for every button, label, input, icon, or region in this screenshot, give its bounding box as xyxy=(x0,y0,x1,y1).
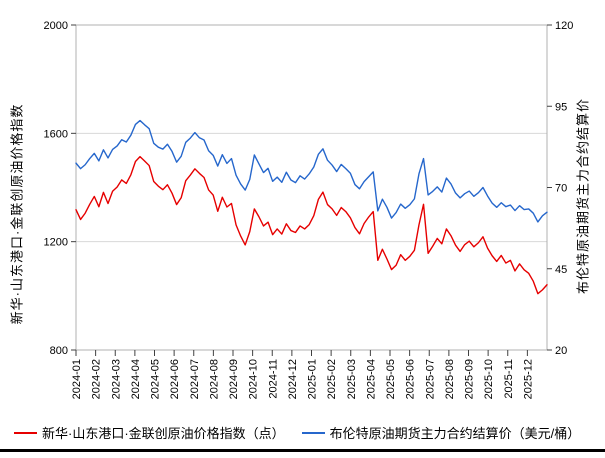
x-tick-label: 2025-04 xyxy=(365,359,377,399)
blue-line-swatch-icon xyxy=(301,431,325,434)
x-tick-label: 2024-11 xyxy=(267,359,279,399)
x-tick-label: 2025-05 xyxy=(385,359,397,399)
right-axis-title: 布伦特原油期货主力合约结算价 xyxy=(575,97,591,295)
x-tick-label: 2024-01 xyxy=(71,359,83,399)
x-tick-label: 2025-11 xyxy=(503,359,515,399)
plot-frame xyxy=(75,24,548,351)
x-tick-label: 2025-09 xyxy=(464,359,476,399)
legend-item-brent: 布伦特原油期货主力合约结算价（美元/桶） xyxy=(301,423,581,442)
x-tick-label: 2025-03 xyxy=(346,359,358,399)
x-tick-label: 2024-12 xyxy=(287,359,299,399)
x-tick-label: 2024-03 xyxy=(110,359,122,399)
red-line-swatch-icon xyxy=(14,431,37,434)
x-tick-label: 2024-04 xyxy=(130,359,142,399)
legend-label-brent: 布伦特原油期货主力合约结算价（美元/桶） xyxy=(329,426,581,441)
x-tick-label: 2025-08 xyxy=(444,359,456,399)
x-tick-label: 2024-02 xyxy=(91,359,103,399)
x-tick-label: 2024-06 xyxy=(169,359,181,399)
x-tick-label: 2025-12 xyxy=(522,359,534,399)
brent-series-line xyxy=(75,119,548,223)
right-tick-label: 70 xyxy=(555,183,567,195)
x-tick-label: 2024-10 xyxy=(248,359,260,399)
x-tick-label: 2025-02 xyxy=(326,359,338,399)
legend-item-index: 新华·山东港口·金联创原油价格指数（点） xyxy=(14,423,285,442)
index-series-line xyxy=(75,155,548,295)
legend-label-index: 新华·山东港口·金联创原油价格指数（点） xyxy=(42,426,285,441)
right-tick-label: 20 xyxy=(555,345,567,357)
x-tick-label: 2025-06 xyxy=(405,359,417,399)
x-tick-label: 2024-07 xyxy=(189,359,201,399)
x-tick-label: 2024-08 xyxy=(208,359,220,399)
x-tick-label: 2024-09 xyxy=(228,359,240,399)
x-tick-label: 2025-10 xyxy=(483,359,495,399)
right-tick-label: 95 xyxy=(555,101,567,113)
bottom-divider xyxy=(0,449,605,452)
x-tick-label: 2025-07 xyxy=(424,359,436,399)
right-tick-label: 45 xyxy=(555,264,567,276)
left-tick-label: 2000 xyxy=(44,20,68,32)
right-tick-label: 120 xyxy=(555,20,573,32)
left-axis-title: 新华·山东港口·金联创原油价格指数 xyxy=(9,103,25,325)
legend: 新华·山东港口·金联创原油价格指数（点） 布伦特原油期货主力合约结算价（美元/桶… xyxy=(14,423,580,442)
left-tick-label: 1600 xyxy=(44,128,68,140)
x-tick-label: 2025-01 xyxy=(307,359,319,399)
left-tick-label: 1200 xyxy=(44,237,68,249)
left-tick-label: 800 xyxy=(50,345,68,357)
x-tick-label: 2024-05 xyxy=(150,359,162,399)
